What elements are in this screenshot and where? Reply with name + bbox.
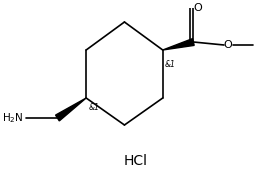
Text: O: O <box>194 3 203 13</box>
Text: H$_2$N: H$_2$N <box>2 111 24 125</box>
Polygon shape <box>163 39 194 50</box>
Text: O: O <box>224 40 232 50</box>
Text: &1: &1 <box>89 103 100 112</box>
Text: HCl: HCl <box>124 154 148 168</box>
Polygon shape <box>56 98 86 121</box>
Text: &1: &1 <box>165 60 176 69</box>
